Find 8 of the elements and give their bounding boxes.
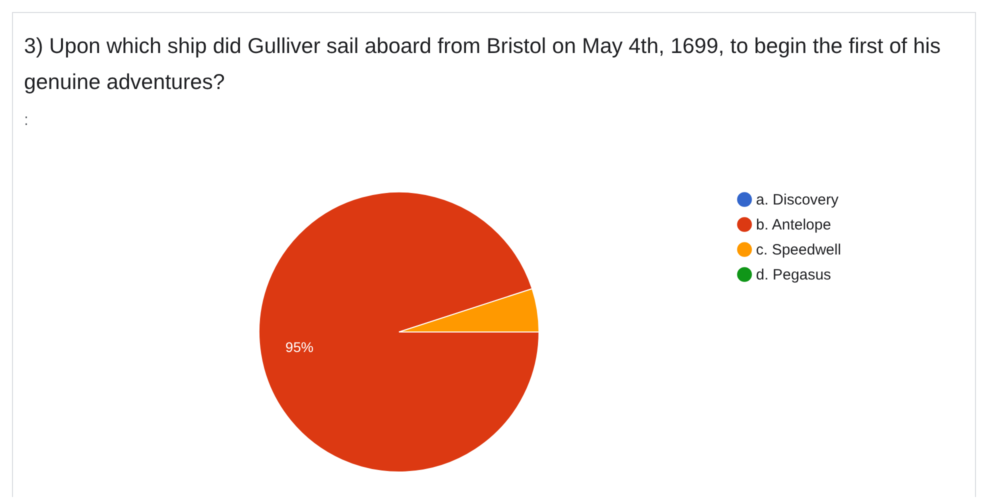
legend-label: c. Speedwell [756, 242, 842, 258]
pie-slice [258, 192, 540, 472]
text: : [24, 112, 28, 130]
legend-label: b. Antelope [756, 216, 832, 234]
legend-label: a. Discovery [756, 192, 840, 208]
legend-label: d. Pegasus [756, 266, 832, 284]
chart-title: 3) Upon which ship did Gulliver sail aboard from Bristol on May 4th, 1699, to begin the first of his genuine adventures? [24, 33, 942, 96]
data-label: 95% [285, 338, 314, 355]
